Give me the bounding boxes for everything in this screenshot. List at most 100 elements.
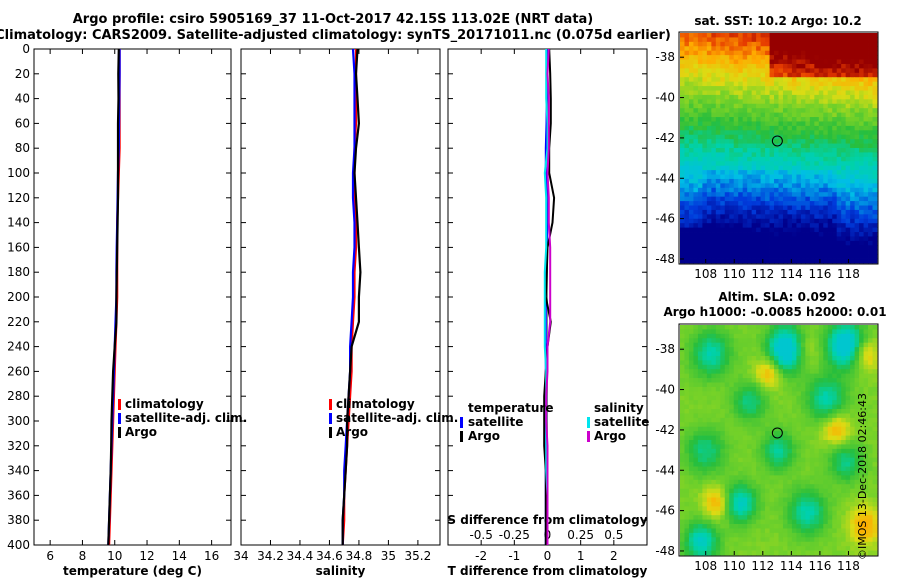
sla-cell [863, 519, 869, 525]
sst-cell [742, 37, 748, 43]
sla-cell [774, 413, 779, 419]
sla-cell [702, 440, 708, 445]
sst-cell [854, 50, 860, 56]
sst-cell [715, 81, 721, 87]
sla-cell [760, 448, 766, 454]
sla-cell [796, 378, 802, 383]
sst-cell [782, 223, 788, 229]
sla-cell [747, 537, 753, 543]
sst-cell [688, 63, 694, 69]
sla-cell [697, 462, 703, 467]
sla-cell [796, 532, 802, 538]
sst-cell [809, 117, 815, 122]
sst-cell [720, 174, 726, 180]
sst-cell [827, 117, 833, 122]
sla-cell [693, 333, 699, 339]
sst-cell [814, 77, 820, 83]
sla-cell [850, 448, 856, 454]
sla-cell [854, 435, 860, 441]
sla-cell [711, 435, 717, 441]
sst-cell [854, 86, 860, 91]
sla-cell [809, 484, 815, 490]
sla-cell [791, 329, 797, 335]
sla-cell [684, 506, 690, 512]
sst-cell [818, 249, 824, 255]
sst-cell [863, 249, 869, 255]
sst-cell [863, 139, 869, 144]
sst-cell [818, 156, 824, 162]
sla-cell [787, 360, 793, 366]
sla-cell [818, 457, 824, 463]
sst-cell [774, 232, 779, 237]
sla-cell [859, 391, 864, 397]
sla-cell [684, 546, 690, 551]
sst-cell [854, 214, 860, 220]
sla-cell [756, 373, 761, 379]
sla-cell [872, 422, 878, 428]
sst-cell [715, 192, 721, 198]
sla-cell [702, 404, 708, 410]
sla-cell [751, 453, 757, 459]
sla-cell [832, 510, 838, 516]
sst-cell [724, 156, 730, 162]
sst-cell [738, 178, 744, 184]
sst-cell [774, 209, 779, 215]
sst-cell [800, 94, 806, 100]
sla-cell [778, 329, 784, 335]
sla-cell [715, 338, 721, 344]
sla-cell [805, 528, 811, 534]
sla-cell [787, 448, 793, 454]
sla-cell [747, 378, 753, 383]
sla-cell [827, 501, 833, 507]
sst-cell [854, 72, 860, 78]
sla-cell [854, 453, 860, 459]
sla-cell [774, 537, 779, 543]
sla-cell [850, 351, 856, 357]
sla-cell [836, 524, 842, 529]
sst-cell [742, 236, 748, 242]
sla-cell [684, 413, 690, 419]
sst-cell [742, 218, 748, 224]
sla-cell [765, 532, 770, 538]
sst-cell [791, 37, 797, 43]
sla-cell [827, 364, 833, 370]
sla-cell [774, 475, 779, 481]
sst-cell [832, 50, 838, 56]
sst-cell [765, 187, 770, 193]
sst-cell [747, 33, 753, 38]
sst-cell [724, 232, 730, 237]
sla-cell [827, 528, 833, 534]
sla-cell [756, 444, 761, 450]
sst-cell [751, 37, 757, 43]
sla-cell [724, 355, 730, 361]
sla-cell [738, 479, 744, 485]
sla-cell [841, 497, 847, 503]
sla-cell [868, 479, 873, 485]
sla-cell [724, 519, 730, 525]
sst-cell [706, 68, 712, 74]
sst-cell [787, 152, 793, 158]
sla-cell [859, 360, 864, 366]
map-y-tick-label: -48 [655, 544, 675, 558]
sla-cell [760, 373, 766, 379]
sst-cell [738, 214, 744, 220]
sst-cell [774, 63, 779, 69]
sst-cell [742, 143, 748, 149]
sla-cell [720, 382, 726, 388]
sst-cell [859, 218, 864, 224]
sla-cell [697, 409, 703, 414]
sla-cell [715, 391, 721, 397]
sst-cell [841, 94, 847, 100]
sla-cell [850, 382, 856, 388]
sst-cell [711, 81, 717, 87]
sst-cell [823, 117, 829, 122]
sla-cell [782, 378, 788, 383]
sla-cell [787, 515, 793, 521]
sst-cell [868, 170, 873, 175]
sla-cell [774, 510, 779, 516]
sla-cell [841, 479, 847, 485]
sst-cell [715, 245, 721, 251]
sst-cell [729, 187, 735, 193]
sst-cell [823, 41, 829, 47]
sla-cell [765, 351, 770, 357]
